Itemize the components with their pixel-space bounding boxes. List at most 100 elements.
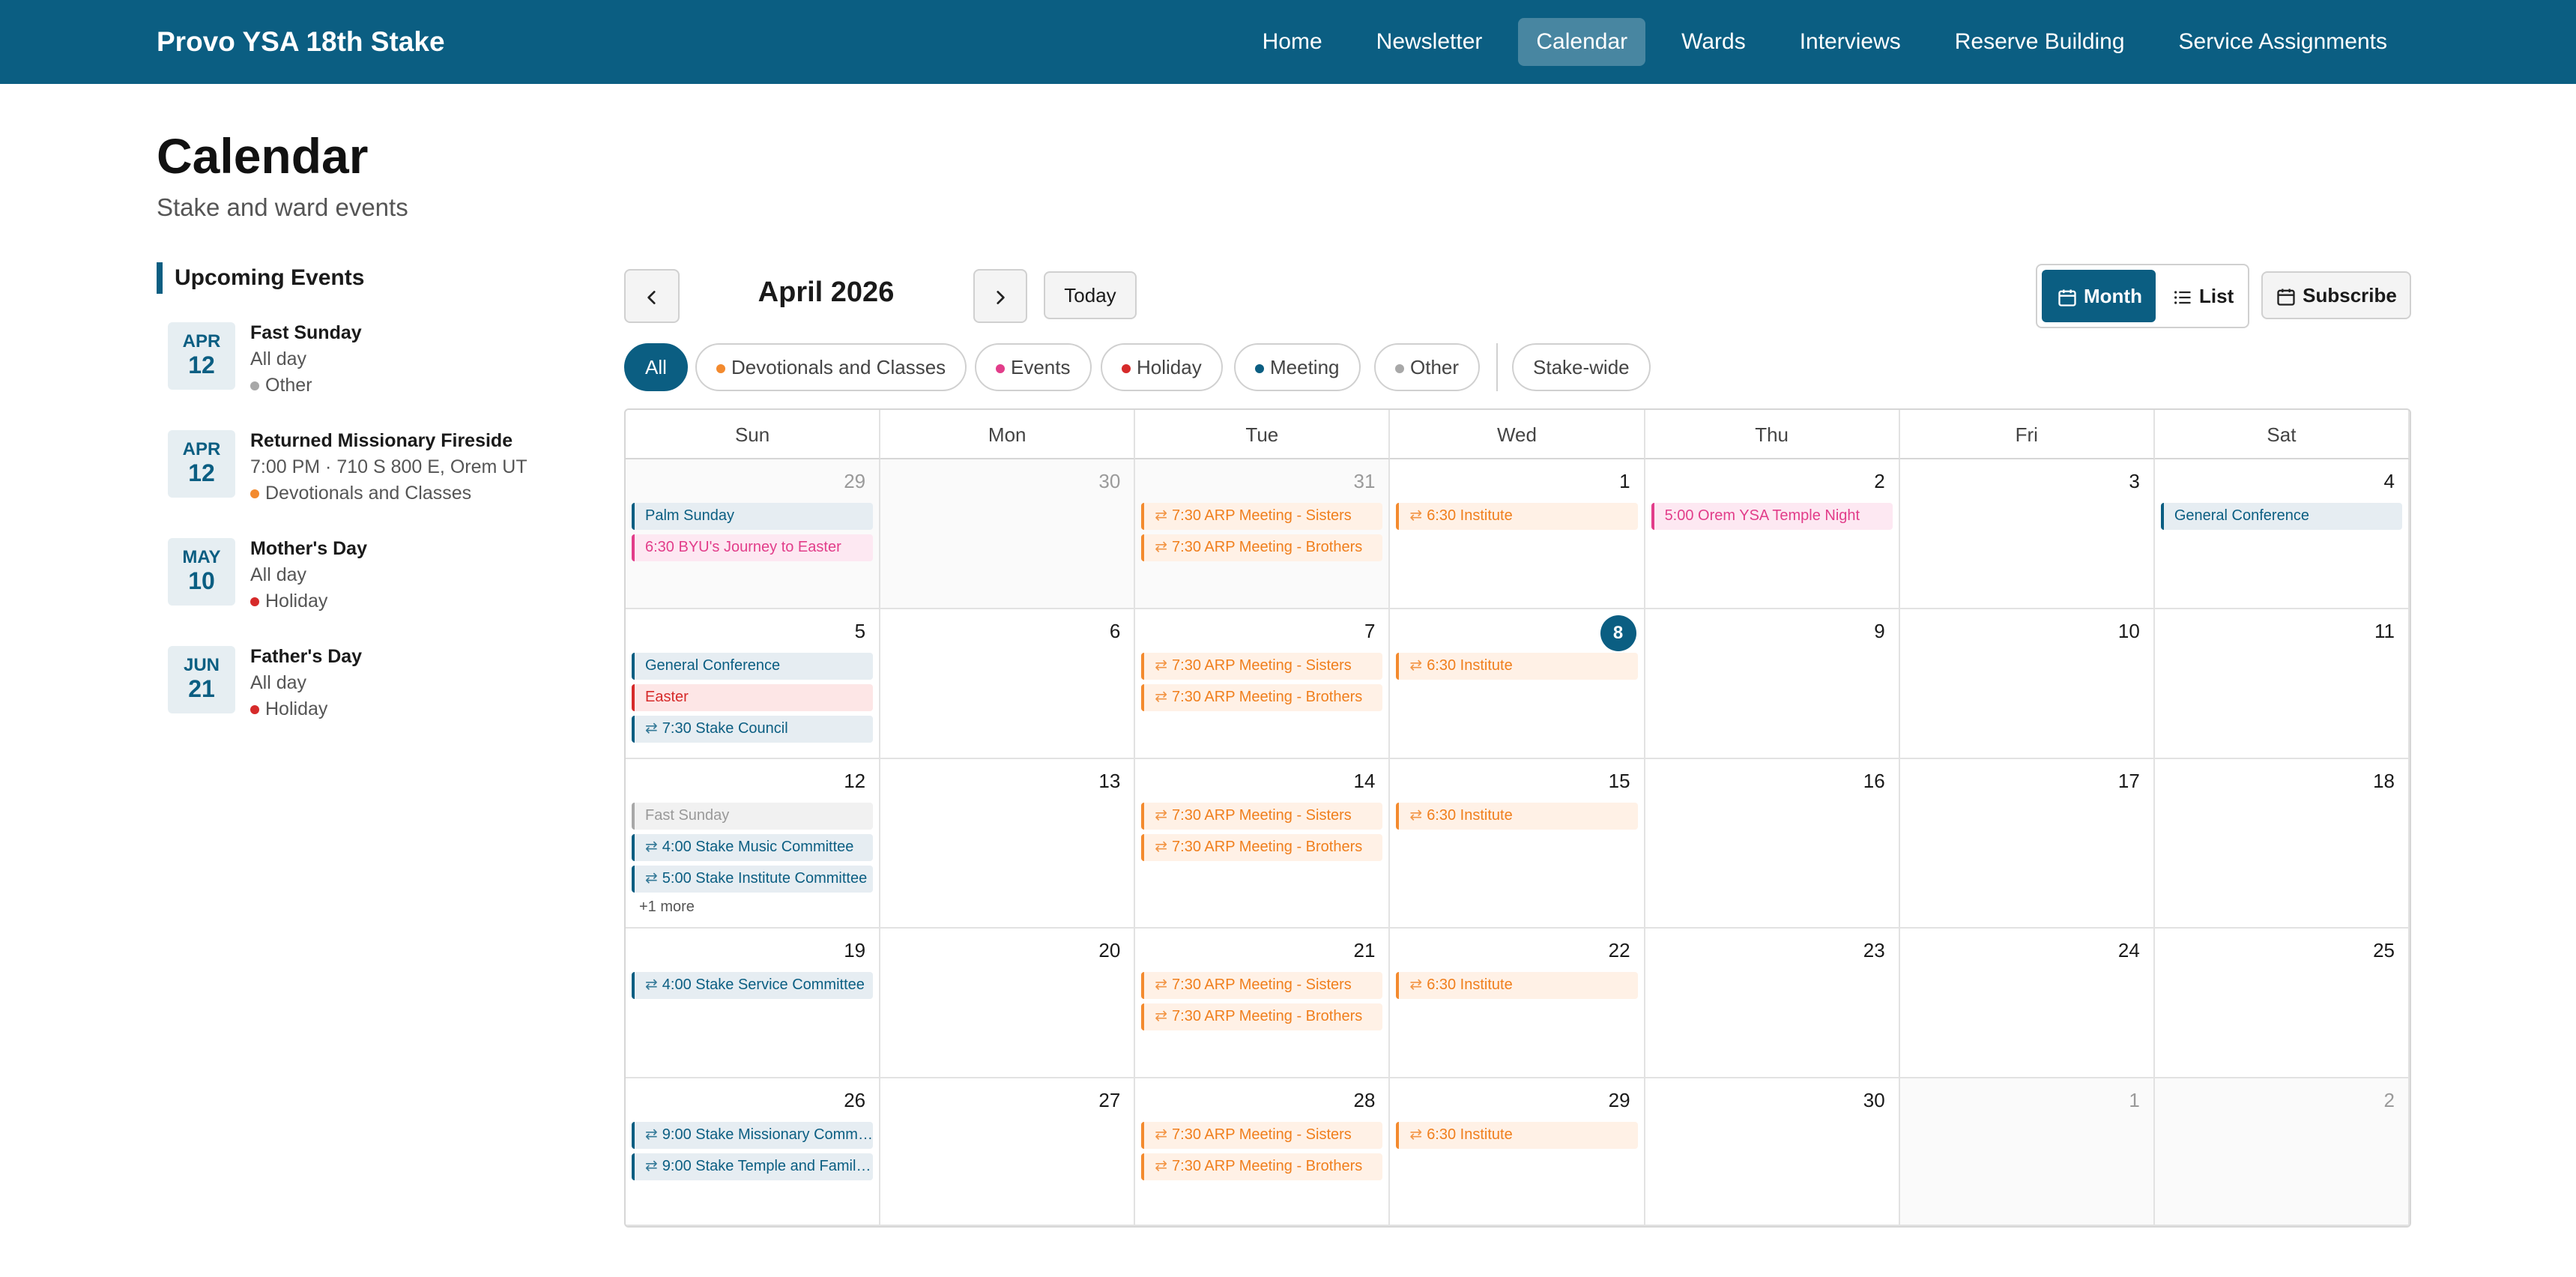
calendar-event[interactable]: ⇄ 5:00 Stake Institute Committee xyxy=(632,866,874,893)
calendar-day-cell[interactable]: 14 ⇄ 7:30 ARP Meeting - Sisters ⇄ 7:30 ARP M… xyxy=(1135,759,1391,929)
calendar-event[interactable]: ⇄ 4:00 Stake Service Committee xyxy=(632,972,874,999)
filter-all[interactable]: All xyxy=(624,343,688,391)
filter-holiday[interactable]: Holiday xyxy=(1101,343,1223,391)
calendar-event[interactable]: ⇄ 7:30 ARP Meeting - Sisters xyxy=(1141,503,1383,530)
upcoming-event-item[interactable]: APR 12 Fast Sunday All day Other xyxy=(168,322,557,412)
next-month-button[interactable] xyxy=(973,269,1027,323)
calendar-event[interactable]: General Conference xyxy=(2160,503,2402,530)
prev-month-button[interactable] xyxy=(624,269,680,323)
filter-meeting[interactable]: Meeting xyxy=(1234,343,1361,391)
upcoming-event-item[interactable]: JUN 21 Father's Day All day Holiday xyxy=(168,646,557,736)
calendar-day-cell[interactable]: 26 ⇄ 9:00 Stake Missionary Committee ⇄ 9:00 … xyxy=(626,1078,881,1226)
calendar-day-cell[interactable]: 27 xyxy=(880,1078,1136,1226)
calendar-day-cell[interactable]: 30 xyxy=(1645,1078,1900,1226)
calendar-event[interactable]: ⇄ 6:30 Institute xyxy=(1396,503,1638,530)
calendar-event[interactable]: ⇄ 6:30 Institute xyxy=(1396,653,1638,680)
calendar-event[interactable]: ⇄ 7:30 ARP Meeting - Brothers xyxy=(1141,834,1383,861)
calendar-event[interactable]: ⇄ 7:30 ARP Meeting - Brothers xyxy=(1141,684,1383,711)
calendar-event[interactable]: ⇄ 9:00 Stake Missionary Committee xyxy=(632,1122,874,1149)
calendar-day-cell[interactable]: 23 xyxy=(1645,929,1900,1078)
calendar-day-cell[interactable]: 31 ⇄ 7:30 ARP Meeting - Sisters ⇄ 7:30 ARP M… xyxy=(1135,459,1391,609)
calendar-day-cell[interactable]: 13 xyxy=(880,759,1136,929)
calendar-event[interactable]: ⇄ 7:30 ARP Meeting - Sisters xyxy=(1141,972,1383,999)
calendar-event[interactable]: ⇄ 6:30 Institute xyxy=(1396,803,1638,830)
calendar-event[interactable]: Palm Sunday xyxy=(632,503,874,530)
calendar-day-cell[interactable]: 1 ⇄ 6:30 Institute xyxy=(1390,459,1645,609)
calendar-day-cell[interactable]: 24 xyxy=(1899,929,2155,1078)
calendar-event[interactable]: 5:00 Orem YSA Temple Night xyxy=(1651,503,1893,530)
category-dot-icon xyxy=(1255,364,1264,374)
day-number: 1 xyxy=(1619,470,1630,492)
calendar-day-cell[interactable]: 12 Fast Sunday ⇄ 4:00 Stake Music Committee… xyxy=(626,759,881,929)
upcoming-event-item[interactable]: MAY 10 Mother's Day All day Holiday xyxy=(168,538,557,628)
calendar-day-cell[interactable]: 5 General Conference Easter ⇄ 7:30 Stake Cou… xyxy=(626,609,881,759)
calendar-day-cell[interactable]: 8 ⇄ 6:30 Institute xyxy=(1390,609,1645,759)
list-view-button[interactable]: List xyxy=(2165,270,2247,322)
calendar-event[interactable]: ⇄ 6:30 Institute xyxy=(1396,1122,1638,1149)
calendar-day-cell[interactable]: 10 xyxy=(1899,609,2155,759)
calendar-event[interactable]: ⇄ 7:30 ARP Meeting - Sisters xyxy=(1141,803,1383,830)
calendar-day-cell[interactable]: 16 xyxy=(1645,759,1900,929)
upcoming-event-item[interactable]: APR 12 Returned Missionary Fireside 7:00… xyxy=(168,430,557,520)
nav-wards[interactable]: Wards xyxy=(1681,29,1746,54)
calendar-event[interactable]: General Conference xyxy=(632,653,874,680)
more-events-link[interactable]: +1 more xyxy=(639,899,695,915)
calendar-day-cell[interactable]: 17 xyxy=(1899,759,2155,929)
calendar-event[interactable]: ⇄ 7:30 ARP Meeting - Sisters xyxy=(1141,653,1383,680)
calendar-event[interactable]: ⇄ 4:00 Stake Music Committee xyxy=(632,834,874,861)
filter-other[interactable]: Other xyxy=(1374,343,1481,391)
nav-home[interactable]: Home xyxy=(1262,29,1322,54)
filter-label: Meeting xyxy=(1270,356,1340,378)
calendar-day-cell[interactable]: 21 ⇄ 7:30 ARP Meeting - Sisters ⇄ 7:30 ARP M… xyxy=(1135,929,1391,1078)
calendar-day-cell[interactable]: 20 xyxy=(880,929,1136,1078)
calendar-day-cell[interactable]: 11 xyxy=(2154,609,2410,759)
nav-service-assignments[interactable]: Service Assignments xyxy=(2178,29,2387,54)
filter-events[interactable]: Events xyxy=(975,343,1092,391)
nav-calendar[interactable]: Calendar xyxy=(1518,18,1646,66)
calendar-day-cell[interactable]: 30 xyxy=(880,459,1136,609)
calendar-day-cell[interactable]: 28 ⇄ 7:30 ARP Meeting - Sisters ⇄ 7:30 ARP M… xyxy=(1135,1078,1391,1226)
calendar-day-cell[interactable]: 15 ⇄ 6:30 Institute xyxy=(1390,759,1645,929)
calendar-day-cell[interactable]: 18 xyxy=(2154,759,2410,929)
filter-stake-wide[interactable]: Stake-wide xyxy=(1512,343,1651,391)
calendar-event[interactable]: Easter xyxy=(632,684,874,711)
day-number: 24 xyxy=(2117,939,2140,961)
calendar-day-cell[interactable]: 29 ⇄ 6:30 Institute xyxy=(1390,1078,1645,1226)
calendar-event[interactable]: ⇄ 7:30 ARP Meeting - Sisters xyxy=(1141,1122,1383,1149)
site-brand[interactable]: Provo YSA 18th Stake xyxy=(157,26,445,57)
calendar-day-cell[interactable]: 19 ⇄ 4:00 Stake Service Committee xyxy=(626,929,881,1078)
month-view-button[interactable]: Month xyxy=(2042,270,2156,322)
nav-interviews[interactable]: Interviews xyxy=(1799,29,1901,54)
calendar-day-cell[interactable]: 2 5:00 Orem YSA Temple Night xyxy=(1645,459,1900,609)
calendar-day-cell[interactable]: 3 xyxy=(1899,459,2155,609)
day-number: 16 xyxy=(1863,770,1885,792)
filter-devotionals-and-classes[interactable]: Devotionals and Classes xyxy=(695,343,967,391)
day-number: 12 xyxy=(844,770,866,792)
calendar-day-cell[interactable]: 29 Palm Sunday 6:30 BYU's Journey to Easte… xyxy=(626,459,881,609)
calendar-day-cell[interactable]: 25 xyxy=(2154,929,2410,1078)
calendar-event[interactable]: ⇄ 7:30 ARP Meeting - Brothers xyxy=(1141,1153,1383,1180)
calendar-day-cell[interactable]: 22 ⇄ 6:30 Institute xyxy=(1390,929,1645,1078)
today-button[interactable]: Today xyxy=(1044,271,1137,319)
calendar-event[interactable]: ⇄ 7:30 ARP Meeting - Brothers xyxy=(1141,534,1383,561)
calendar-day-cell[interactable]: 9 xyxy=(1645,609,1900,759)
calendar-event[interactable]: ⇄ 7:30 ARP Meeting - Brothers xyxy=(1141,1003,1383,1030)
calendar-event[interactable]: ⇄9:00 Stake Temple and Family History xyxy=(632,1153,874,1180)
event-time: All day xyxy=(250,672,307,693)
event-label: 7:30 ARP Meeting - Sisters xyxy=(1172,507,1352,524)
calendar-event[interactable]: 6:30 BYU's Journey to Easter xyxy=(632,534,874,561)
calendar-day-cell[interactable]: 7 ⇄ 7:30 ARP Meeting - Sisters ⇄ 7:30 ARP Me… xyxy=(1135,609,1391,759)
subscribe-button[interactable]: Subscribe xyxy=(2261,271,2411,319)
event-month: JUN xyxy=(183,655,220,675)
calendar-event[interactable]: ⇄ 7:30 Stake Council xyxy=(632,716,874,743)
calendar-day-cell[interactable]: 2 xyxy=(2154,1078,2410,1226)
day-of-week-header: Fri xyxy=(1899,410,2155,459)
calendar-event[interactable]: Fast Sunday xyxy=(632,803,874,830)
calendar-day-cell[interactable]: 6 xyxy=(880,609,1136,759)
calendar-day-cell[interactable]: 4 General Conference xyxy=(2154,459,2410,609)
calendar-event[interactable]: ⇄ 6:30 Institute xyxy=(1396,972,1638,999)
nav-reserve-building[interactable]: Reserve Building xyxy=(1954,29,2125,54)
event-label: 7:30 Stake Council xyxy=(662,720,788,737)
nav-newsletter[interactable]: Newsletter xyxy=(1376,29,1483,54)
calendar-day-cell[interactable]: 1 xyxy=(1899,1078,2155,1226)
